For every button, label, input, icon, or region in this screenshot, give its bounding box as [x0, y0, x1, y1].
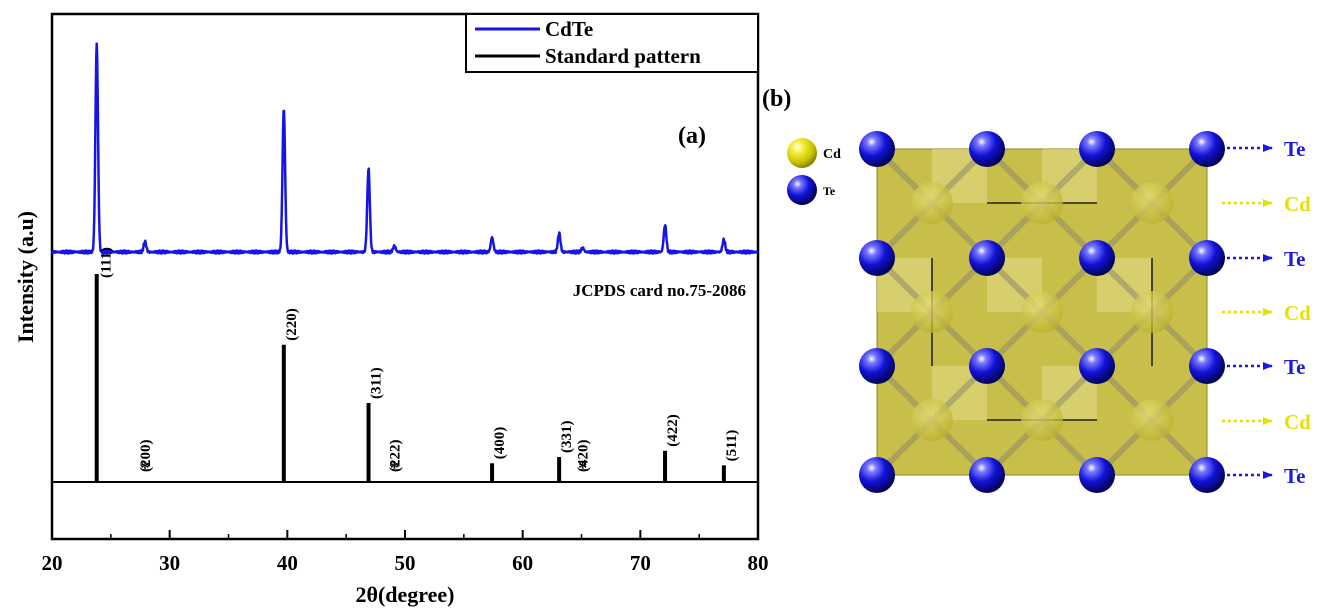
hkl-label-9: (511) — [724, 430, 740, 462]
te-atom-9 — [969, 348, 1005, 384]
te-atom-7 — [1189, 240, 1225, 276]
layer-label-1: Cd — [1284, 192, 1311, 216]
x-tick-label-5: 70 — [630, 551, 651, 575]
legend-cd-sphere — [787, 138, 817, 168]
te-atom-10 — [1079, 348, 1115, 384]
reference-caption: JCPDS card no.75-2086 — [573, 281, 746, 300]
panel-label-b: (b) — [762, 86, 791, 112]
cd-atom-8 — [1131, 399, 1173, 441]
hkl-label-6: (331) — [559, 421, 575, 454]
crystal-structure-diagram: (b) Cd Te Te Cd Te Cd Te Cd Te — [762, 86, 1311, 493]
te-atom-1 — [969, 131, 1005, 167]
hkl-marker-1: * — [141, 458, 150, 478]
legend-box — [465, 13, 759, 73]
atom-legend: Cd Te — [787, 138, 841, 205]
layer-label-4: Te — [1284, 355, 1305, 379]
layer-label-2: Te — [1284, 247, 1305, 271]
x-tick-label-0: 20 — [42, 551, 63, 575]
legend: CdTe Standard pattern — [465, 13, 759, 73]
hkl-label-7: (420) — [576, 440, 592, 473]
layer-label-5: Cd — [1284, 410, 1311, 434]
layer-labels: Te Cd Te Cd Te Cd Te — [1222, 137, 1311, 488]
te-atom-14 — [1079, 457, 1115, 493]
hkl-label-3: (311) — [369, 367, 385, 399]
hkl-label-4: (222) — [387, 440, 403, 473]
x-tick-label-3: 50 — [395, 551, 416, 575]
hkl-label-8: (422) — [665, 414, 681, 447]
te-atom-0 — [859, 131, 895, 167]
cd-atom-5 — [1131, 291, 1173, 333]
cd-atom-1 — [1021, 182, 1063, 224]
y-axis-label: Intensity (a.u) — [13, 211, 38, 343]
cd-atom-3 — [911, 291, 953, 333]
hkl-label-5: (400) — [492, 427, 508, 460]
legend-cd-label: Cd — [823, 147, 841, 162]
x-axis-ticks — [51, 530, 759, 539]
hkl-marker-7: * — [578, 458, 587, 478]
te-atom-2 — [1079, 131, 1115, 167]
cd-atom-6 — [911, 399, 953, 441]
te-atom-4 — [859, 240, 895, 276]
hkl-label-2: (220) — [284, 308, 300, 341]
hkl-marker-4: * — [390, 458, 399, 478]
cd-atom-7 — [1021, 399, 1063, 441]
te-atom-12 — [859, 457, 895, 493]
hkl-label-1: (200) — [138, 440, 154, 473]
te-atom-13 — [969, 457, 1005, 493]
series-line-cdte — [50, 42, 759, 255]
standard-pattern-sticks — [94, 274, 726, 482]
te-atom-15 — [1189, 457, 1225, 493]
cd-atom-4 — [1021, 291, 1063, 333]
plot-frame — [50, 12, 760, 541]
x-tick-label-2: 40 — [277, 551, 298, 575]
x-tick-label-4: 60 — [512, 551, 533, 575]
x-axis-tick-labels: 20 30 40 50 60 70 80 — [42, 551, 769, 575]
te-atom-6 — [1079, 240, 1115, 276]
te-atom-11 — [1189, 348, 1225, 384]
layer-label-3: Cd — [1284, 301, 1311, 325]
te-atom-8 — [859, 348, 895, 384]
cd-atom-0 — [911, 182, 953, 224]
x-tick-label-6: 80 — [748, 551, 769, 575]
legend-te-sphere — [787, 175, 817, 205]
legend-label-standard: Standard pattern — [545, 44, 701, 68]
x-axis-label: 2θ(degree) — [355, 582, 454, 607]
unit-cell — [859, 131, 1225, 493]
te-atom-5 — [969, 240, 1005, 276]
te-atom-3 — [1189, 131, 1225, 167]
xrd-chart: 20 30 40 50 60 70 80 (111)(200)*(220)(311)(222… — [13, 12, 769, 607]
panel-label-a: (a) — [678, 123, 706, 149]
hkl-label-0: (111) — [99, 247, 115, 278]
legend-label-cdte: CdTe — [545, 17, 593, 41]
cd-atom-2 — [1131, 182, 1173, 224]
layer-label-0: Te — [1284, 137, 1305, 161]
legend-te-label: Te — [823, 184, 836, 198]
x-tick-label-1: 30 — [159, 551, 180, 575]
hkl-labels: (111)(200)*(220)(311)(222)*(400) (331)(42… — [99, 247, 740, 478]
layer-label-6: Te — [1284, 464, 1305, 488]
